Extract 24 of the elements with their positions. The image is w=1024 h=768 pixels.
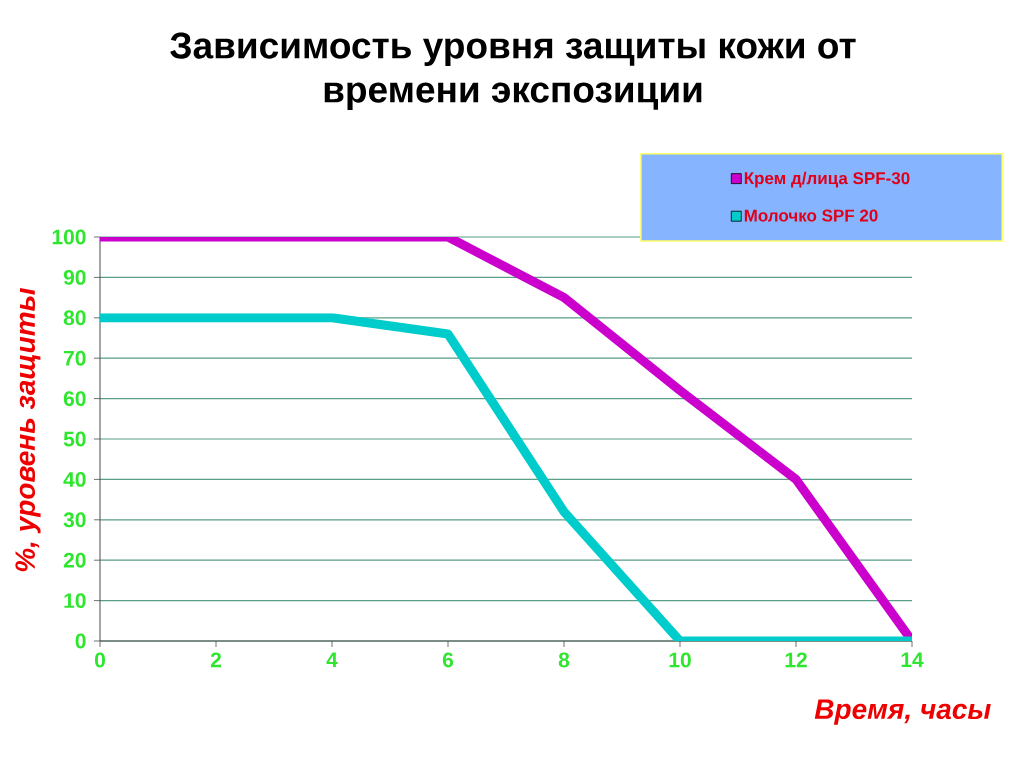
y-tick-label: 50	[63, 431, 86, 447]
x-tick-label: 2	[210, 652, 221, 668]
x-tick-label: 6	[442, 652, 454, 668]
y-tick-label: 80	[63, 310, 86, 326]
y-tick-label: 20	[63, 552, 86, 568]
x-axis-title: Время, часы	[814, 699, 991, 725]
y-tick-label: 90	[63, 269, 86, 285]
x-tick-label: 14	[901, 652, 924, 667]
y-tick-label: 10	[64, 593, 86, 609]
y-tick-label: 70	[64, 350, 86, 366]
y-axis-title: %, уровень защиты	[15, 287, 41, 572]
chart-title: Зависимость уровня защиты кожи от времени экспозиции	[170, 32, 856, 111]
y-tick-label: 60	[63, 391, 86, 407]
legend-label: Крем д/лица SPF-30	[744, 171, 910, 188]
y-tick-label: 100	[52, 229, 86, 245]
y-tick-label: 30	[63, 512, 86, 528]
legend-label: Молочко SPF 20	[744, 209, 878, 222]
x-tick-label: 12	[785, 652, 807, 668]
y-tick-label: 0	[75, 633, 86, 649]
x-tick-label: 10	[669, 652, 691, 668]
x-tick-label: 0	[94, 652, 105, 668]
x-tick-label: 4	[326, 652, 338, 667]
y-tick-label: 40	[63, 471, 86, 487]
x-tick-label: 8	[558, 652, 570, 668]
